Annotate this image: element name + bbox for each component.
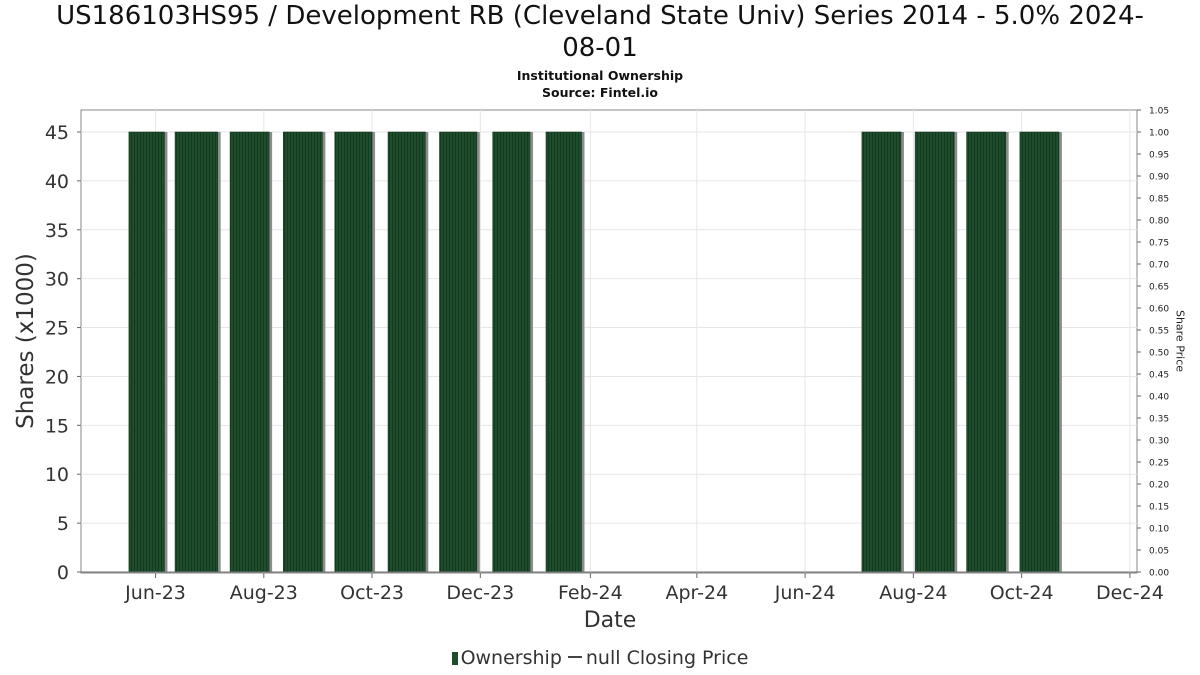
y2-tick-label: 1.05 bbox=[1149, 107, 1169, 117]
y2-tick-label: 0.05 bbox=[1149, 547, 1169, 557]
x-tick-label: Apr-24 bbox=[666, 582, 729, 604]
ownership-bar bbox=[861, 131, 902, 573]
x-tick-label: Jun-24 bbox=[774, 582, 836, 604]
y-tick-label: 45 bbox=[45, 122, 69, 144]
x-tick-label: Feb-24 bbox=[558, 582, 623, 604]
y2-tick-label: 0.65 bbox=[1149, 283, 1169, 293]
y-axis-label: Shares (x1000) bbox=[13, 253, 39, 429]
y2-tick-label: 0.25 bbox=[1149, 459, 1169, 469]
legend-ownership-label: Ownership bbox=[460, 647, 562, 669]
y2-tick-label: 0.95 bbox=[1149, 151, 1169, 161]
ownership-bar bbox=[334, 131, 373, 573]
chart-title-line-1: US186103HS95 / Development RB (Cleveland… bbox=[56, 1, 1144, 31]
x-tick-label: Dec-23 bbox=[446, 582, 514, 604]
y2-tick-label: 0.45 bbox=[1149, 371, 1169, 381]
legend-price-label: null Closing Price bbox=[585, 647, 749, 669]
x-axis-label: Date bbox=[583, 608, 637, 633]
y2-tick-label: 0.60 bbox=[1149, 305, 1169, 315]
y2-tick-label: 0.85 bbox=[1149, 195, 1169, 205]
y2-tick-label: 0.20 bbox=[1149, 481, 1169, 491]
y2-tick-label: 0.35 bbox=[1149, 415, 1169, 425]
y2-tick-label: 0.00 bbox=[1149, 569, 1169, 579]
x-tick-label: Oct-24 bbox=[990, 582, 1054, 604]
ownership-bar bbox=[387, 131, 426, 573]
ownership-bar bbox=[492, 131, 531, 573]
y2-tick-label: 0.90 bbox=[1149, 173, 1169, 183]
ownership-bar bbox=[283, 131, 323, 573]
ownership-bar bbox=[966, 131, 1006, 573]
price-line-icon bbox=[567, 656, 582, 658]
ownership-bar bbox=[914, 131, 955, 573]
y2-tick-label: 0.15 bbox=[1149, 503, 1169, 513]
y-tick-label: 0 bbox=[57, 562, 69, 584]
chart-title: US186103HS95 / Development RB (Cleveland… bbox=[0, 0, 1200, 64]
y2-axis-label: Share Price bbox=[1173, 309, 1187, 373]
ownership-bar bbox=[545, 131, 582, 573]
ownership-bar bbox=[174, 131, 218, 573]
y2-tick-label: 0.70 bbox=[1149, 261, 1169, 271]
y2-tick-label: 0.40 bbox=[1149, 393, 1169, 403]
y-tick-label: 10 bbox=[45, 464, 69, 486]
y-tick-label: 25 bbox=[45, 318, 69, 340]
y2-tick-label: 0.50 bbox=[1149, 349, 1169, 359]
y-tick-label: 35 bbox=[45, 220, 69, 242]
y2-tick-label: 1.00 bbox=[1149, 129, 1169, 139]
y2-tick-label: 0.80 bbox=[1149, 217, 1169, 227]
ownership-bar bbox=[439, 131, 478, 573]
x-tick-label: Jun-23 bbox=[124, 582, 186, 604]
x-tick-label: Dec-24 bbox=[1096, 582, 1164, 604]
x-tick-label: Oct-23 bbox=[340, 582, 404, 604]
x-tick-label: Aug-24 bbox=[879, 582, 947, 604]
ownership-bar bbox=[229, 131, 270, 573]
x-tick-label: Aug-23 bbox=[230, 582, 298, 604]
y-tick-label: 30 bbox=[45, 269, 69, 291]
chart-legend: Ownership null Closing Price bbox=[0, 647, 1200, 669]
ownership-bar bbox=[128, 131, 165, 573]
chart-subtitle: Institutional Ownership bbox=[516, 68, 684, 83]
y2-tick-label: 0.55 bbox=[1149, 327, 1169, 337]
chart-title-line-2: 08-01 bbox=[562, 33, 638, 63]
chart-source: Source: Fintel.io bbox=[542, 85, 658, 100]
y2-tick-label: 0.10 bbox=[1149, 525, 1169, 535]
y-tick-label: 15 bbox=[45, 415, 69, 437]
y-tick-label: 5 bbox=[57, 513, 69, 535]
y2-tick-label: 0.75 bbox=[1149, 239, 1169, 249]
y-tick-label: 40 bbox=[45, 171, 69, 193]
y2-tick-label: 0.30 bbox=[1149, 437, 1169, 447]
y-tick-label: 20 bbox=[45, 366, 69, 388]
ownership-swatch-icon bbox=[451, 652, 458, 665]
ownership-bar bbox=[1019, 131, 1060, 573]
